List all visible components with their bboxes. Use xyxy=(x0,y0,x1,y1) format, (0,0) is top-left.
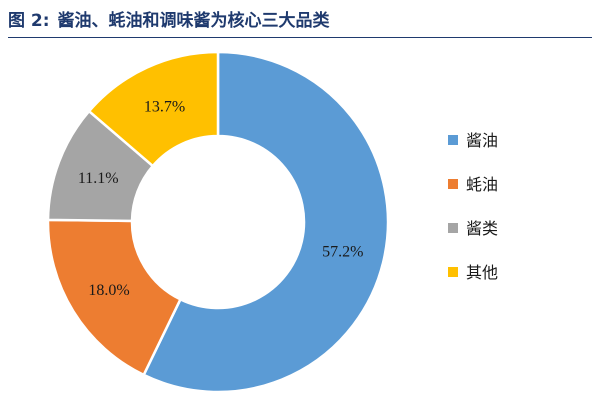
legend-swatch-3 xyxy=(448,267,458,277)
figure-title-text: 酱油、蚝油和调味酱为核心三大品类 xyxy=(57,11,330,31)
slice-3 xyxy=(87,50,220,168)
legend-swatch-0 xyxy=(448,135,458,145)
slice-label-3: 13.7% xyxy=(144,99,185,116)
legend-label-0: 酱油 xyxy=(466,131,498,150)
figure-label: 图 2: xyxy=(8,11,50,31)
slice-label-0: 57.2% xyxy=(322,244,363,261)
legend-label-1: 蚝油 xyxy=(466,175,498,194)
legend-swatch-2 xyxy=(448,223,458,233)
legend-swatch-1 xyxy=(448,179,458,189)
slice-label-1: 18.0% xyxy=(88,282,129,299)
figure-title: 图 2: 酱油、蚝油和调味酱为核心三大品类 xyxy=(8,6,592,36)
slice-label-2: 11.1% xyxy=(78,170,119,187)
slice-0 xyxy=(142,50,390,394)
slice-1 xyxy=(46,218,183,377)
legend-label-3: 其他 xyxy=(466,263,498,282)
title-divider xyxy=(8,37,592,38)
legend-label-2: 酱类 xyxy=(466,219,498,238)
